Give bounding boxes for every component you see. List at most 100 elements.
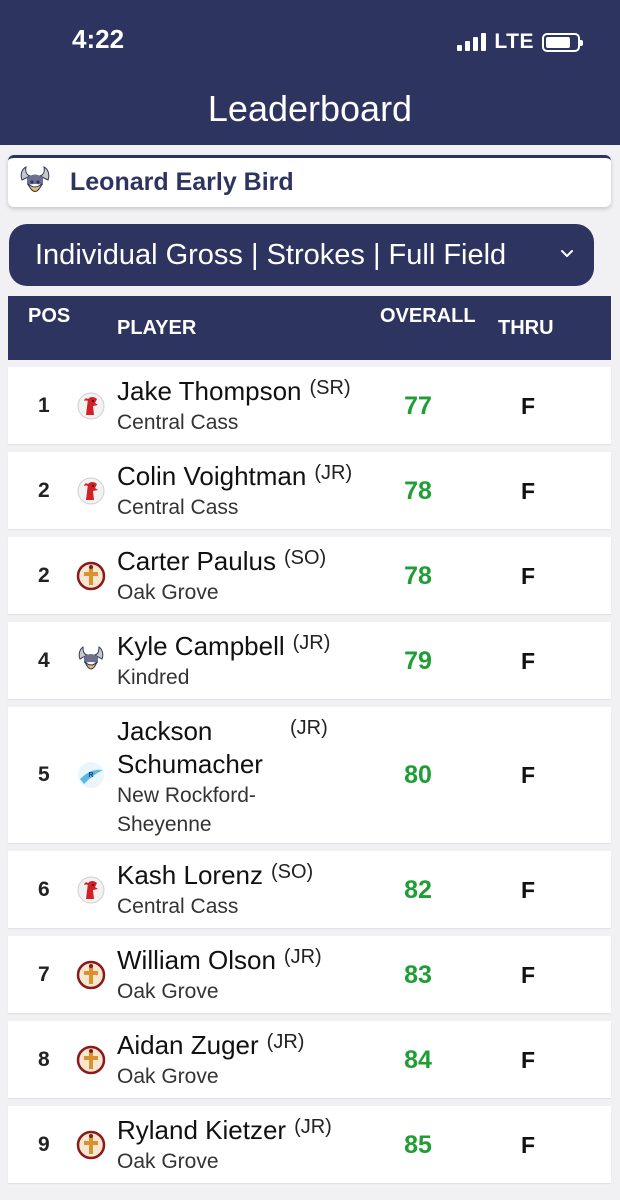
- player-grade: (JR): [266, 1031, 305, 1053]
- team-logo: [76, 960, 106, 990]
- thru-status: F: [520, 876, 536, 903]
- team-name: New Rockford-Sheyenne: [117, 784, 256, 836]
- overall-score: 78: [404, 476, 432, 505]
- thru-status: F: [520, 477, 536, 504]
- team-logo: R: [76, 760, 106, 790]
- overall-score: 82: [404, 875, 432, 904]
- table-row[interactable]: 2 Colin Voightman (JR) Central Cass 78 F: [8, 452, 611, 529]
- player-grade: (JR): [283, 946, 322, 968]
- player-grade: (SO): [270, 861, 314, 883]
- team-name: Oak Grove: [117, 980, 219, 1003]
- team-name: Oak Grove: [117, 1065, 219, 1088]
- team-name: Oak Grove: [117, 1150, 219, 1173]
- oak-grove-logo-icon: [76, 960, 106, 989]
- overall-score: 78: [404, 561, 432, 590]
- table-row[interactable]: 4 Kyle Campbell (JR) Kindred 79 F: [8, 622, 611, 699]
- table-row[interactable]: 1 Jake Thompson (SR) Central Cass 77 F: [8, 367, 611, 444]
- position: 9: [38, 1132, 50, 1156]
- position: 2: [38, 478, 50, 502]
- network-label: LTE: [494, 30, 534, 53]
- column-thru[interactable]: THRU: [498, 317, 554, 339]
- table-row[interactable]: 8 Aidan Zuger (JR) Oak Grove 84 F: [8, 1021, 611, 1098]
- central-cass-logo-icon: [77, 876, 105, 903]
- player-name: Kyle Campbell: [117, 631, 285, 661]
- player-name: Colin Voightman: [117, 461, 307, 491]
- player-name: Kash Lorenz: [117, 860, 263, 890]
- table-row[interactable]: 9 Ryland Kietzer (JR) Oak Grove 85 F: [8, 1106, 611, 1183]
- svg-text:R: R: [88, 772, 93, 779]
- central-cass-logo-icon: [77, 392, 105, 419]
- player-info[interactable]: Jake Thompson (SR) Central Cass: [117, 375, 351, 437]
- player-grade: (JR): [294, 1116, 332, 1138]
- player-info[interactable]: Jackson Schumacher (JR) New Rockford-Sheye…: [117, 715, 328, 839]
- overall-score: 80: [404, 761, 432, 789]
- viking-logo-icon: [20, 165, 50, 192]
- player-name: Ryland Kietzer: [117, 1115, 287, 1145]
- player-name: Aidan Zuger: [117, 1030, 259, 1060]
- player-info[interactable]: Ryland Kietzer (JR) Oak Grove: [117, 1114, 332, 1176]
- overall-score: 79: [404, 646, 432, 675]
- position: 6: [38, 877, 50, 901]
- thru-status: F: [520, 762, 536, 788]
- overall-score: 84: [404, 1045, 432, 1074]
- thru-status: F: [520, 1046, 536, 1073]
- team-logo: [76, 645, 106, 676]
- player-name: Jake Thompson: [117, 376, 302, 406]
- column-overall[interactable]: OVERALL: [380, 305, 476, 327]
- team-logo: [76, 391, 106, 421]
- team-name: Central Cass: [117, 496, 239, 519]
- event-card[interactable]: Leonard Early Bird: [8, 155, 611, 207]
- player-info[interactable]: William Olson (JR) Oak Grove: [117, 944, 322, 1006]
- team-logo: [76, 1130, 106, 1160]
- team-logo: [76, 476, 106, 506]
- filter-label: Individual Gross | Strokes | Full Field: [35, 238, 507, 271]
- table-row[interactable]: 5 R Jackson Schumacher (JR) New Rockford-S…: [8, 707, 611, 843]
- player-grade: (SR): [309, 377, 351, 399]
- team-name: Central Cass: [117, 411, 239, 434]
- player-info[interactable]: Colin Voightman (JR) Central Cass: [117, 460, 352, 522]
- table-row[interactable]: 7 William Olson (JR) Oak Grove 83 F: [8, 936, 611, 1013]
- team-logo: [76, 875, 106, 905]
- table-header: POS PLAYER OVERALL THRU: [8, 296, 611, 360]
- battery-icon: [542, 32, 583, 52]
- player-info[interactable]: Carter Paulus (SO) Oak Grove: [117, 545, 326, 607]
- player-grade: (JR): [292, 632, 331, 654]
- team-name: Central Cass: [117, 895, 239, 918]
- player-info[interactable]: Kyle Campbell (JR) Kindred: [117, 630, 330, 692]
- player-info[interactable]: Kash Lorenz (SO) Central Cass: [117, 859, 313, 921]
- column-pos[interactable]: POS: [28, 305, 71, 327]
- chevron-down-icon: [561, 250, 573, 257]
- table-row[interactable]: 2 Carter Paulus (SO) Oak Grove 78 F: [8, 537, 611, 614]
- app-header: 4:22 LTE Leaderboard: [0, 0, 620, 145]
- player-grade: (JR): [290, 717, 328, 739]
- oak-grove-logo-icon: [76, 1130, 106, 1159]
- column-player[interactable]: PLAYER: [117, 317, 197, 339]
- event-name: Leonard Early Bird: [70, 168, 294, 196]
- team-name: Oak Grove: [117, 581, 219, 604]
- player-info[interactable]: Aidan Zuger (JR) Oak Grove: [117, 1029, 304, 1091]
- thru-status: F: [520, 647, 536, 674]
- team-logo: [76, 1045, 106, 1075]
- position: 1: [38, 393, 50, 417]
- position: 5: [38, 763, 50, 786]
- thru-status: F: [520, 1131, 536, 1158]
- new-rockford-logo-icon: R: [78, 762, 104, 788]
- player-name: William Olson: [117, 945, 276, 975]
- signal-icon: [457, 33, 487, 51]
- overall-score: 83: [404, 960, 432, 989]
- leaderboard-rows: 1 Jake Thompson (SR) Central Cass 77 F 2 Coli…: [8, 367, 611, 1191]
- team-logo: [76, 561, 106, 591]
- position: 4: [38, 648, 50, 672]
- player-name: Carter Paulus: [117, 546, 276, 576]
- overall-score: 77: [404, 391, 432, 420]
- oak-grove-logo-icon: [76, 561, 106, 590]
- leaderboard-filter-dropdown[interactable]: Individual Gross | Strokes | Full Field: [9, 224, 594, 286]
- position: 8: [38, 1047, 50, 1071]
- player-grade: (JR): [314, 462, 353, 484]
- player-name: Jackson Schumacher: [117, 716, 263, 779]
- status-indicators: LTE: [457, 30, 583, 54]
- thru-status: F: [520, 961, 536, 988]
- table-row[interactable]: 6 Kash Lorenz (SO) Central Cass 82 F: [8, 851, 611, 928]
- oak-grove-logo-icon: [76, 1045, 106, 1074]
- status-time: 4:22: [72, 24, 125, 54]
